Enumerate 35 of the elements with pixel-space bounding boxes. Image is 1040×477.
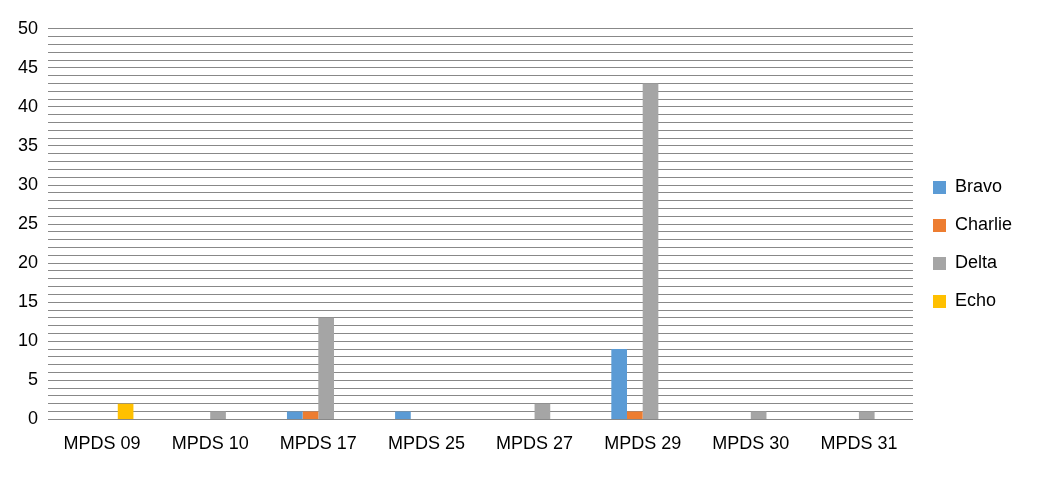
legend-label: Bravo [954,176,1003,197]
bar [302,411,319,419]
y-tick-label: 20 [17,252,39,273]
bar [750,411,767,419]
bar [642,83,659,419]
x-tick-label: MPDS 25 [387,433,465,454]
bar [534,403,551,419]
x-tick-label: MPDS 10 [171,433,249,454]
bar [858,411,875,419]
x-tick-label: MPDS 30 [712,433,790,454]
y-tick-label: 0 [28,408,39,429]
x-tick-label: MPDS 09 [63,433,141,454]
x-tick-label: MPDS 31 [820,433,898,454]
legend-label: Charlie [954,214,1013,235]
y-tick-label: 45 [17,56,39,77]
bar [286,411,303,419]
y-tick-label: 15 [17,291,39,312]
bar [627,411,643,419]
x-tick-label: MPDS 29 [604,433,682,454]
legend-label: Delta [954,252,998,273]
y-tick-label: 35 [17,134,39,155]
y-tick-label: 40 [17,95,39,116]
bar [611,349,627,419]
y-tick-label: 50 [17,17,39,38]
y-tick-label: 10 [17,330,39,351]
bar [210,411,226,419]
y-tick-label: 25 [17,213,39,234]
x-tick-label: MPDS 27 [496,433,574,454]
bar [395,411,411,419]
y-tick-label: 30 [17,174,39,195]
y-tick-label: 5 [28,369,39,390]
bar [318,317,334,419]
legend-label: Echo [954,290,997,311]
bar [117,403,134,419]
x-tick-label: MPDS 17 [279,433,357,454]
